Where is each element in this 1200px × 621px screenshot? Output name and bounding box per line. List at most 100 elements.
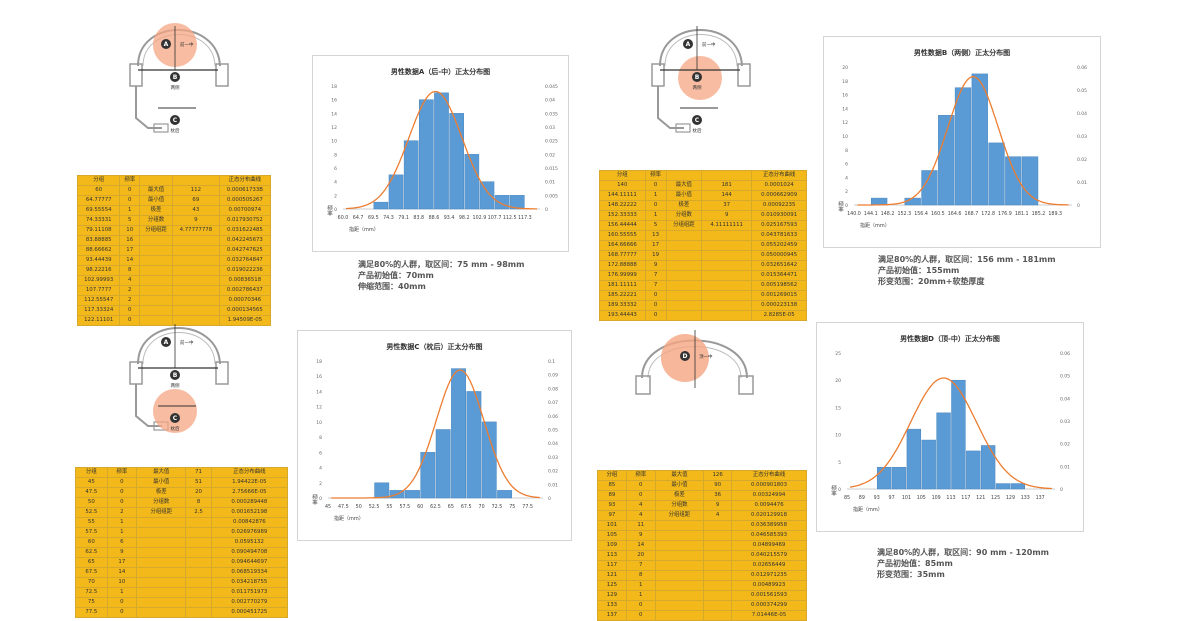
y-tick-label: 20 <box>835 378 841 384</box>
table-cell: 97 <box>597 510 627 521</box>
right-earcup <box>215 361 229 385</box>
marker-d-letter: D <box>683 353 688 360</box>
table-cell: 最大值 <box>139 185 174 196</box>
table-cell: 0.00836518 <box>218 275 272 286</box>
table-cell: 分组数 <box>654 500 705 511</box>
table-cell: 分组数 <box>136 497 187 508</box>
table-cell: 133 <box>597 600 627 611</box>
table-cell: 分组组距 <box>139 225 174 236</box>
table-cell: 101 <box>597 520 627 531</box>
table-cell: 0 <box>106 487 138 498</box>
table-cell <box>665 310 703 321</box>
table-cell: 93.44439 <box>76 255 121 266</box>
table-cell: 分组组距 <box>136 507 187 518</box>
table-cell: 2.8285E-05 <box>751 310 807 321</box>
x-tick-label: 102.9 <box>473 215 487 221</box>
x-tick-label: 88.6 <box>429 215 440 221</box>
table-cell: 7.01446E-05 <box>731 610 807 621</box>
note-line: 形变范围：20mm+软垫厚度 <box>878 277 985 286</box>
table-cell: 分组 <box>599 170 646 181</box>
table-cell <box>139 315 174 326</box>
table-cell: 正态分布曲线 <box>751 170 807 181</box>
histogram-bar <box>971 73 988 206</box>
table-cell: 121 <box>597 570 627 581</box>
table-cell: 5 <box>119 215 141 226</box>
table-cell: 0.0094476 <box>731 500 807 511</box>
table-cell: 5 <box>644 220 667 231</box>
x-axis-label: 指距（mm） <box>853 506 883 513</box>
table-cell <box>172 295 220 306</box>
table-cell <box>185 517 212 528</box>
histogram-bar <box>464 154 480 210</box>
table-cell: 0.00700974 <box>218 205 272 216</box>
table-cell <box>703 580 733 591</box>
table-cell: 分组 <box>75 467 108 478</box>
note-line: 产品初始值：155mm <box>878 266 960 275</box>
y2-tick-label: 0.01 <box>1077 180 1087 186</box>
table-cell <box>703 520 733 531</box>
table-cell: 160.55555 <box>599 230 646 241</box>
marker-a-letter: A <box>686 41 691 48</box>
table-cell <box>654 590 705 601</box>
y-tick-label: 4 <box>845 175 848 181</box>
table-cell: 10 <box>106 577 138 588</box>
table-cell: 62.5 <box>75 547 108 558</box>
table-row: 117 7 0.02656449 <box>597 560 807 571</box>
x-tick-label: 164.6 <box>948 211 962 217</box>
y-axis-label: 频率 <box>830 484 837 498</box>
table-row: 93 4 分组数 9 0.0094476 <box>597 500 807 511</box>
table-cell <box>185 567 212 578</box>
x-tick-label: 79.1 <box>398 215 409 221</box>
table-cell <box>701 230 753 241</box>
marker-c-letter: C <box>173 117 178 124</box>
table-cell <box>701 250 753 261</box>
marker-b-icon <box>170 370 180 380</box>
marker-a-letter: A <box>164 339 169 346</box>
neck-pad <box>675 123 691 133</box>
table-cell: 17 <box>106 557 138 568</box>
y-tick-label: 2 <box>334 193 337 199</box>
marker-b-icon <box>692 72 702 82</box>
table-cell: 4.11111111 <box>701 220 753 231</box>
table-cell <box>172 235 220 246</box>
table-cell: 频率 <box>644 170 667 181</box>
note-line: 满足80%的人群，取区间：75 mm - 98mm <box>358 260 525 269</box>
headset-diagram-b: A 前一中 B 两侧 C 枕后 <box>651 26 751 134</box>
table-cell: 89 <box>597 490 627 501</box>
table-cell: 0.00489923 <box>731 580 807 591</box>
table-cell <box>703 530 733 541</box>
table-cell <box>139 285 174 296</box>
y-tick-label: 2 <box>845 189 848 195</box>
table-cell: 0 <box>625 610 656 621</box>
table-cell: 9 <box>701 210 753 221</box>
table-cell: 20 <box>625 550 656 561</box>
y2-tick-label: 0.04 <box>548 441 558 447</box>
histogram-bar <box>420 452 436 499</box>
table-cell <box>136 547 187 558</box>
y-tick-label: 20 <box>842 65 848 71</box>
x-tick-label: 62.5 <box>430 504 441 510</box>
x-tick-label: 117 <box>961 495 970 501</box>
y2-tick-label: 0.09 <box>548 373 558 379</box>
table-cell: 140 <box>599 180 646 191</box>
table-cell: 122.11101 <box>76 315 121 326</box>
table-cell: 79.11108 <box>76 225 121 236</box>
table-header-row: 分组 频率 最大值 71 正态分布曲线 <box>75 467 289 478</box>
marker-c-icon <box>692 115 702 125</box>
headset-diagram-d: D 顶一中 <box>635 330 754 395</box>
y2-tick-label: 0.04 <box>1060 396 1070 402</box>
x-tick-label: 65 <box>448 504 454 510</box>
y-tick-label: 14 <box>842 106 848 112</box>
table-cell: 0.026976989 <box>210 527 289 538</box>
table-cell: 0.011751973 <box>210 587 289 598</box>
table-cell: 64.77777 <box>76 195 121 206</box>
y-tick-label: 8 <box>845 148 848 154</box>
y2-tick-label: 0.06 <box>1060 351 1070 357</box>
note-line: 满足80%的人群，取区间：90 mm - 120mm <box>877 548 1049 557</box>
chart-d: 男性数据D（顶-中）正太分布图 0 5 10 15 20 25 0 0.01 0.02 0.03 0.… <box>816 322 1084 532</box>
table-cell <box>136 597 187 608</box>
table-row: 93.44439 14 0.032764847 <box>76 255 272 266</box>
table-cell: 17 <box>644 240 667 251</box>
table-cell: 最大值 <box>665 180 703 191</box>
chart-title: 男性数据C（枕后）正太分布图 <box>386 342 482 351</box>
